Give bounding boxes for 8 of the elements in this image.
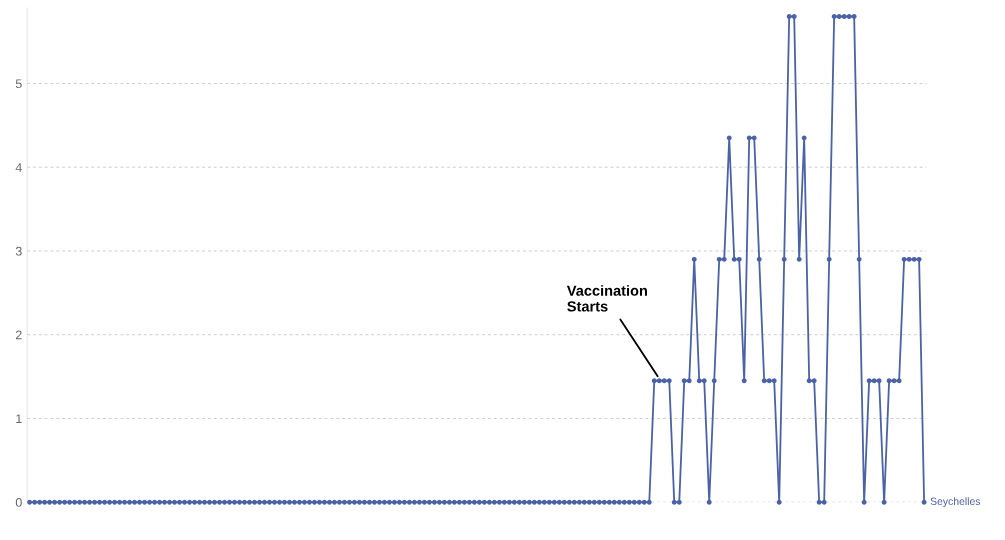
y-tick-label: 5 bbox=[15, 79, 22, 89]
y-tick-label: 3 bbox=[15, 246, 22, 256]
series-label: Seychelles bbox=[930, 497, 981, 508]
y-tick-label: 1 bbox=[16, 414, 22, 423]
y-tick-label: 2 bbox=[15, 330, 22, 340]
y-tick-label: 4 bbox=[15, 163, 22, 172]
annotation: Vaccination Starts bbox=[566, 285, 647, 312]
y-tick-label: 0 bbox=[15, 498, 22, 507]
